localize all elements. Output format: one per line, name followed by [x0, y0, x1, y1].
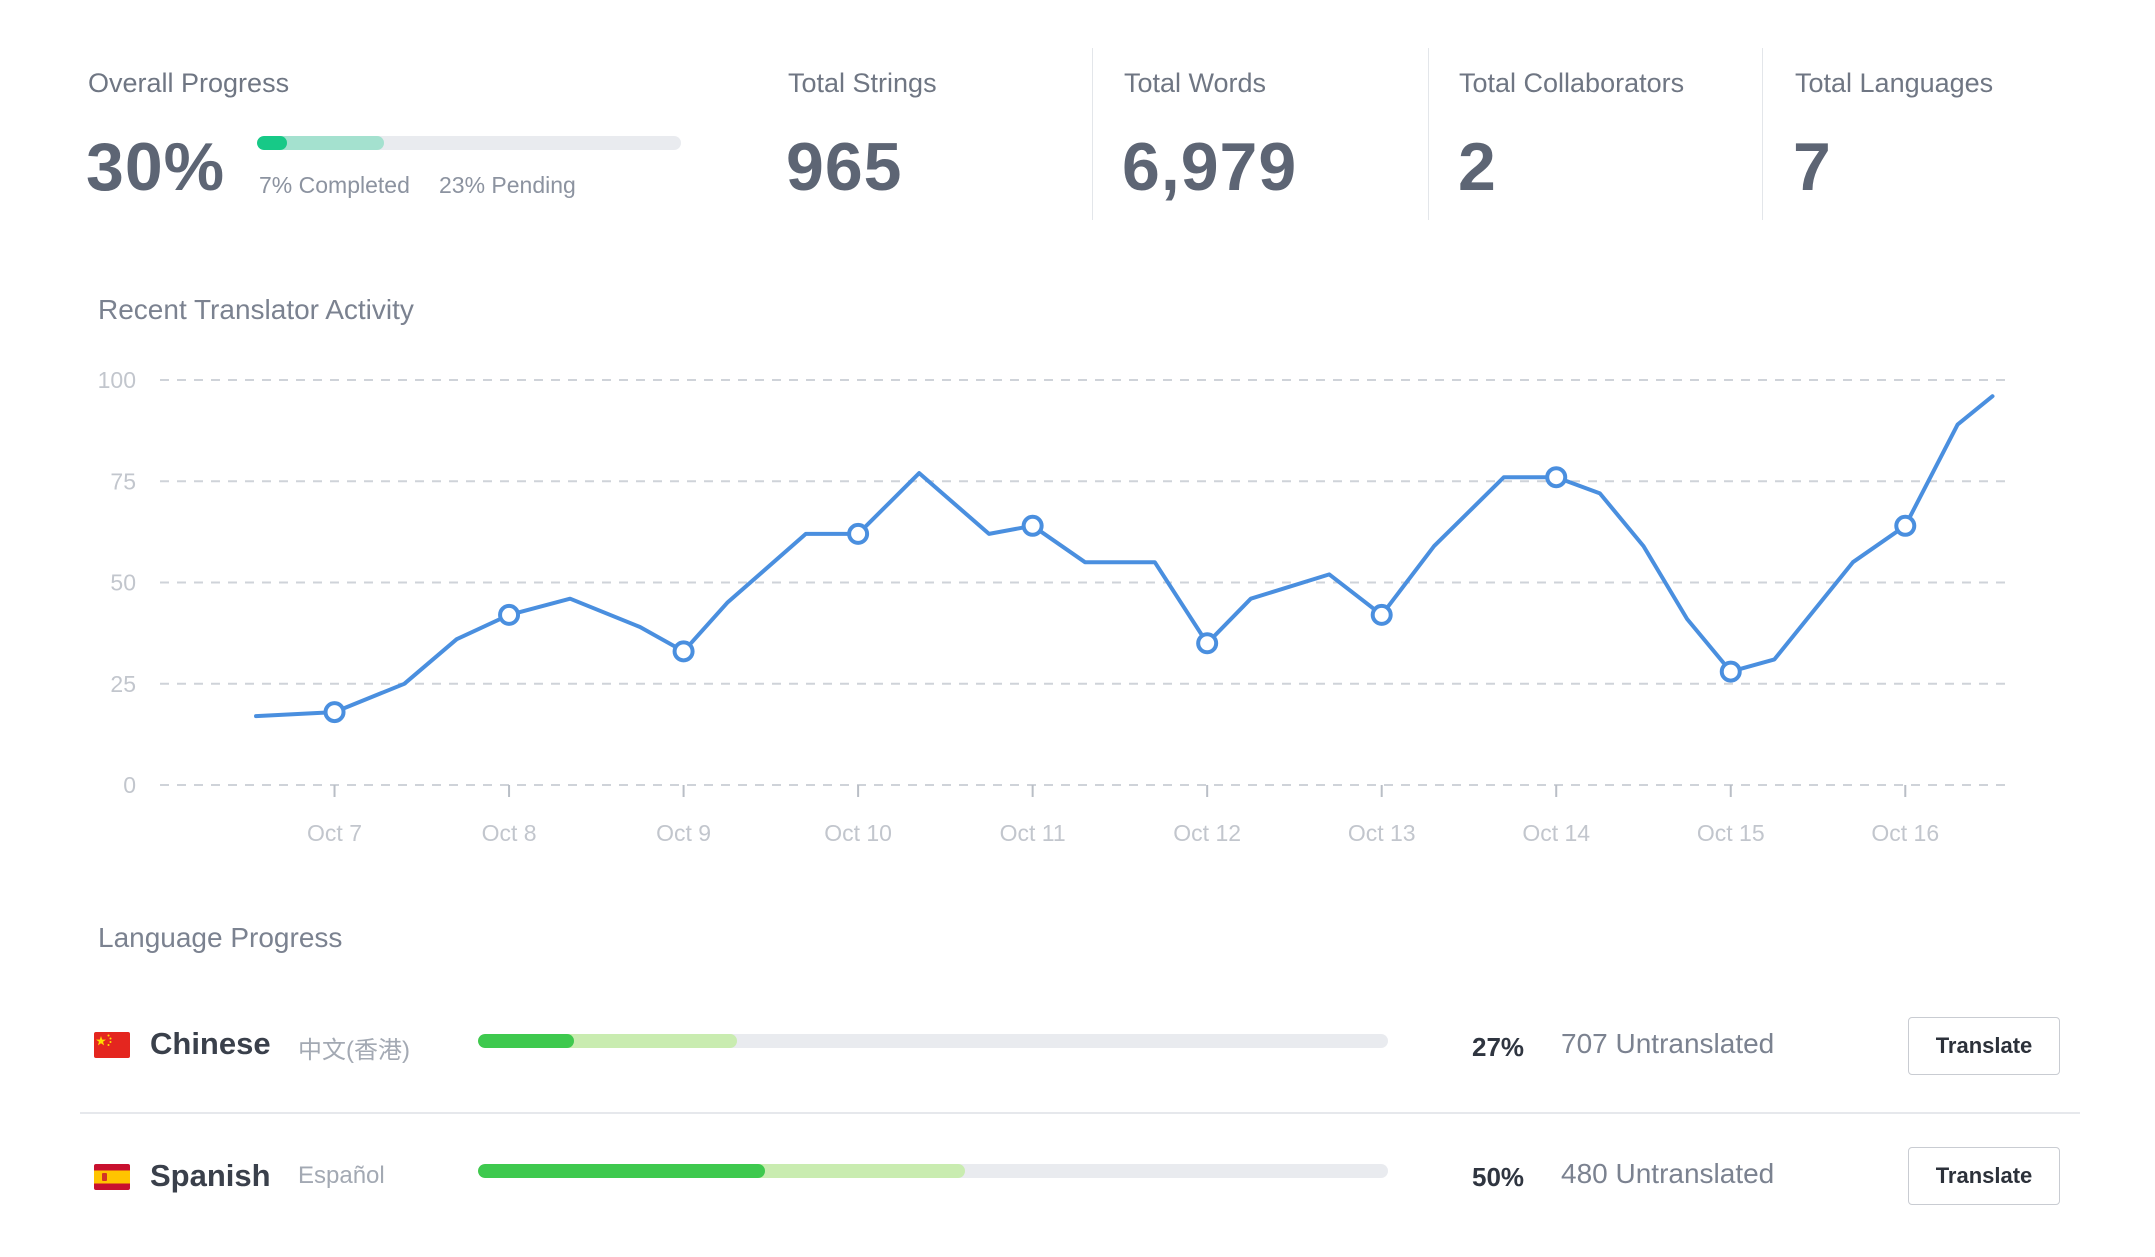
activity-series-line [254, 394, 1995, 719]
y-tick-label: 50 [110, 570, 136, 596]
activity-data-points [323, 466, 1917, 724]
language-name: Spanish [150, 1158, 271, 1193]
data-point [1545, 466, 1568, 489]
x-tick-label: Oct 16 [1871, 820, 1939, 846]
x-tick-label: Oct 10 [824, 820, 892, 846]
language-progress-title: Language Progress [98, 922, 343, 953]
total-words-value: 6,979 [1122, 129, 1298, 205]
y-tick-label: 25 [110, 671, 136, 697]
chart-y-axis: 0 25 50 75 100 [98, 367, 136, 798]
chart-gridlines [160, 379, 2010, 786]
data-point [1370, 603, 1393, 626]
language-percent: 50% [1472, 1162, 1525, 1192]
data-point [1894, 514, 1917, 537]
language-completed-fill [478, 1164, 765, 1178]
language-completed-fill [478, 1034, 574, 1048]
total-collaborators-label: Total Collaborators [1459, 68, 1685, 98]
y-tick-label: 0 [123, 772, 136, 798]
data-point [847, 522, 870, 545]
language-row-chinese: Chinese 中文(香港) 27% 707 Untranslated Tran… [80, 1010, 2080, 1090]
chart-x-axis: Oct 7 Oct 8 Oct 9 Oct 10 Oct 11 Oct 12 Oct 13 O… [307, 785, 1939, 846]
stat-divider [1092, 48, 1093, 220]
data-point [672, 640, 695, 663]
data-point [1021, 514, 1044, 537]
language-native-name: Español [298, 1162, 385, 1189]
activity-chart-title: Recent Translator Activity [98, 294, 414, 325]
x-tick-label: Oct 14 [1522, 820, 1590, 846]
overall-progress-bar [257, 136, 681, 150]
language-untranslated-count: 707 Untranslated [1561, 1028, 1775, 1059]
overall-pending-legend: 23% Pending [439, 172, 576, 198]
language-progress-bar [478, 1034, 1388, 1048]
overall-progress-value: 30% [86, 129, 226, 205]
overall-completed-legend: 7% Completed [259, 172, 410, 198]
language-row-spanish: Spanish Español 50% 480 Untranslated Tra… [80, 1140, 2080, 1220]
x-tick-label: Oct 13 [1348, 820, 1416, 846]
total-words-label: Total Words [1124, 68, 1267, 98]
total-strings-label: Total Strings [788, 68, 937, 98]
data-point [498, 603, 521, 626]
spain-flag-icon [94, 1164, 130, 1190]
x-tick-label: Oct 12 [1173, 820, 1241, 846]
data-point [323, 701, 346, 724]
data-point [1196, 632, 1219, 655]
stat-divider [1428, 48, 1429, 220]
stat-divider [1762, 48, 1763, 220]
total-languages-value: 7 [1793, 129, 1832, 205]
x-tick-label: Oct 7 [307, 820, 362, 846]
overall-progress-pending-fill [257, 136, 385, 150]
x-tick-label: Oct 15 [1697, 820, 1765, 846]
x-tick-label: Oct 11 [1000, 820, 1066, 846]
overall-progress-completed-fill [257, 136, 287, 150]
y-tick-label: 100 [98, 367, 136, 393]
total-languages-label: Total Languages [1795, 68, 1994, 98]
total-collaborators-value: 2 [1458, 129, 1497, 205]
language-untranslated-count: 480 Untranslated [1561, 1158, 1775, 1189]
language-percent: 27% [1472, 1032, 1525, 1062]
china-flag-icon [94, 1032, 130, 1058]
y-tick-label: 75 [110, 468, 136, 494]
language-name: Chinese [150, 1026, 271, 1061]
language-native-name: 中文(香港) [298, 1037, 410, 1064]
language-progress-bar [478, 1164, 1388, 1178]
x-tick-label: Oct 9 [656, 820, 711, 846]
row-divider [80, 1112, 2080, 1114]
total-strings-value: 965 [786, 129, 903, 205]
stats-row: Overall Progress 30% 7% Completed 23% Pe… [0, 0, 2155, 240]
translate-spanish-button[interactable]: Translate [1908, 1147, 2060, 1205]
translate-chinese-button[interactable]: Translate [1908, 1017, 2060, 1075]
data-point [1719, 660, 1742, 683]
x-tick-label: Oct 8 [482, 820, 537, 846]
overall-progress-label: Overall Progress [88, 68, 290, 98]
